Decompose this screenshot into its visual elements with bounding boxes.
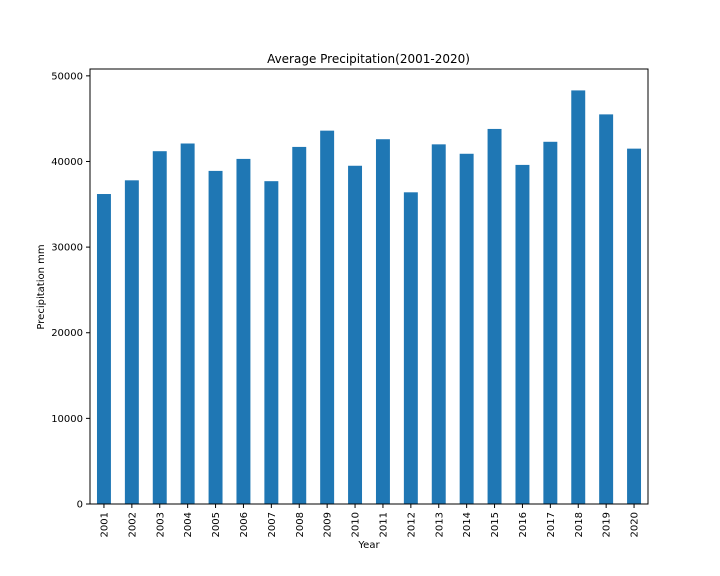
y-tick-label: 20000 — [51, 328, 83, 339]
bar-2001 — [96, 194, 111, 504]
x-tick-label: 2003 — [155, 512, 166, 537]
bar-2002 — [124, 180, 139, 504]
bar-2015 — [487, 128, 502, 504]
bar-2013 — [431, 144, 446, 504]
chart-title: Average Precipitation(2001-2020) — [267, 52, 470, 66]
bar-2004 — [180, 143, 195, 504]
x-tick-label: 2009 — [323, 512, 334, 537]
bars-layer — [96, 90, 642, 505]
bar-2018 — [571, 90, 586, 504]
bar-2012 — [403, 192, 418, 504]
x-tick-label: 2006 — [239, 512, 250, 537]
plot-frame — [89, 68, 649, 505]
y-axis-ticks: 0 10000 20000 30000 40000 50000 — [51, 71, 90, 511]
x-tick-label: 2020 — [630, 512, 641, 537]
bar-2010 — [348, 165, 363, 504]
x-tick-label: 2015 — [490, 512, 501, 537]
x-tick-label: 2013 — [434, 512, 445, 537]
bar-2019 — [599, 114, 614, 504]
bar-2017 — [543, 141, 558, 505]
x-tick-label: 2002 — [127, 512, 138, 537]
bar-2003 — [152, 151, 167, 504]
x-tick-label: 2005 — [211, 512, 222, 537]
bar-2014 — [459, 153, 474, 504]
bar-2020 — [627, 148, 642, 504]
x-tick-label: 2001 — [99, 512, 110, 537]
y-tick-label: 10000 — [51, 414, 83, 425]
x-axis-label: Year — [357, 540, 380, 551]
y-tick-label: 0 — [77, 500, 83, 511]
bar-2007 — [264, 181, 279, 504]
bar-2011 — [375, 139, 390, 504]
x-tick-label: 2014 — [462, 512, 473, 537]
x-tick-label: 2011 — [378, 512, 389, 537]
y-axis-label: Precipitation mm — [36, 244, 47, 329]
x-tick-label: 2008 — [295, 512, 306, 537]
bar-2008 — [292, 146, 307, 505]
x-tick-label: 2016 — [518, 512, 529, 537]
bar-2016 — [515, 164, 530, 504]
x-tick-label: 2004 — [183, 512, 194, 537]
x-tick-label: 2017 — [546, 512, 557, 537]
x-axis-ticks: 2001 2002 2003 2004 2005 2006 2007 2008 2009 2010… — [99, 504, 641, 537]
x-tick-label: 2010 — [351, 512, 362, 537]
bar-2006 — [236, 158, 251, 504]
x-tick-label: 2007 — [267, 512, 278, 537]
bar-2009 — [320, 130, 335, 504]
x-tick-label: 2012 — [406, 512, 417, 537]
y-tick-label: 40000 — [51, 157, 83, 168]
bar-2005 — [208, 170, 223, 504]
x-tick-label: 2019 — [602, 512, 613, 537]
x-tick-label: 2018 — [574, 512, 585, 537]
y-tick-label: 30000 — [51, 243, 83, 254]
y-tick-label: 50000 — [51, 71, 83, 82]
